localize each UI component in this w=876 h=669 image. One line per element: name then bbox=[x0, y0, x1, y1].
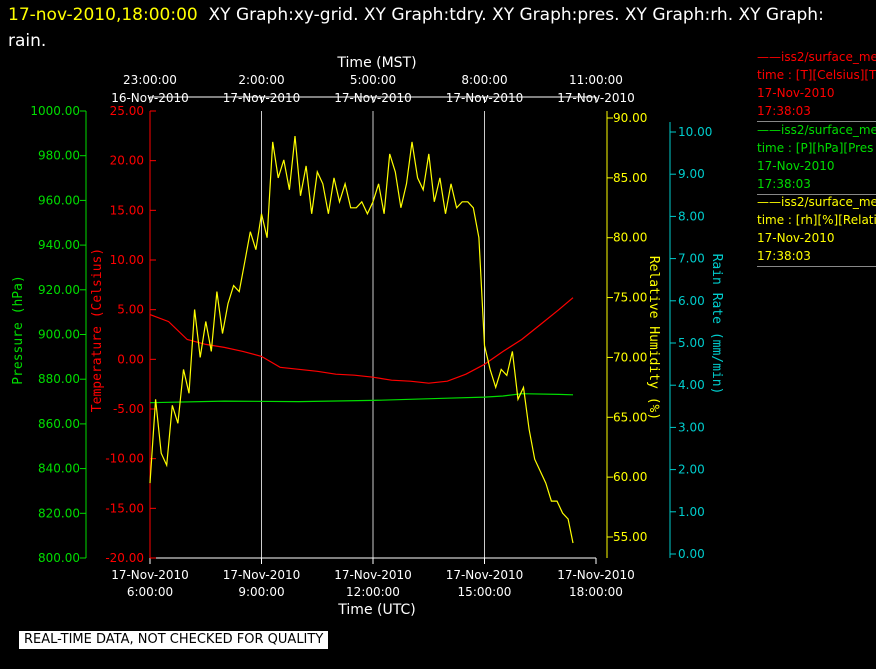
y-tick-label-rain: 4.00 bbox=[678, 378, 705, 392]
x-bottom-tick-time: 6:00:00 bbox=[127, 585, 173, 599]
x-top-tick-date: 17-Nov-2010 bbox=[334, 91, 412, 105]
y-tick-label-pressure: 840.00 bbox=[38, 462, 80, 476]
x-bottom-tick-time: 9:00:00 bbox=[238, 585, 284, 599]
x-bottom-tick-time: 18:00:00 bbox=[569, 585, 623, 599]
y-tick-label-humidity: 65.00 bbox=[613, 410, 647, 424]
x-bottom-tick-time: 15:00:00 bbox=[458, 585, 512, 599]
y-tick-label-rain: 10.00 bbox=[678, 125, 712, 139]
axes: 17-Nov-2010 6:00:00 17-Nov-2010 9:00:00 17-N… bbox=[30, 73, 712, 599]
x-bottom-tick-date: 17-Nov-2010 bbox=[223, 568, 301, 582]
y-tick-label-pressure: 1000.00 bbox=[30, 104, 80, 118]
x-top-label: Time (MST) bbox=[336, 55, 416, 71]
y-tick-label-pressure: 920.00 bbox=[38, 283, 80, 297]
legend-temperature: ——iss2/surface_me time : [T][Celsius][T … bbox=[757, 48, 876, 122]
y-tick-label-rain: 5.00 bbox=[678, 336, 705, 350]
legend-series-date: 17-Nov-2010 bbox=[757, 86, 835, 100]
y-tick-label-pressure: 960.00 bbox=[38, 193, 80, 207]
y-tick-label-pressure: 880.00 bbox=[38, 372, 80, 386]
y-tick-label-rain: 2.00 bbox=[678, 463, 705, 477]
y-tick-label-temperature: 0.00 bbox=[117, 352, 144, 366]
y-tick-label-humidity: 75.00 bbox=[613, 291, 647, 305]
x-bottom-tick-date: 17-Nov-2010 bbox=[557, 568, 635, 582]
x-top-tick-date: 17-Nov-2010 bbox=[446, 91, 524, 105]
y-label-humidity: Relative Humidity (%) bbox=[646, 256, 661, 420]
y-tick-label-rain: 3.00 bbox=[678, 420, 705, 434]
chart-title: 17-nov-2010,18:00:00 XY Graph:xy-grid. X… bbox=[8, 2, 858, 54]
x-top-tick-date: 17-Nov-2010 bbox=[557, 91, 635, 105]
x-top-tick-time: 23:00:00 bbox=[123, 73, 177, 87]
series-line-pressure bbox=[149, 393, 574, 404]
legend-series-time: 17:38:03 bbox=[757, 177, 811, 191]
x-top-tick-date: 16-Nov-2010 bbox=[111, 91, 189, 105]
y-tick-label-pressure: 900.00 bbox=[38, 328, 80, 342]
legend-pressure: ——iss2/surface_me time : [P][hPa][Pres 1… bbox=[757, 121, 876, 195]
legend-divider bbox=[757, 266, 876, 267]
legend-series-label: time : [P][hPa][Pres bbox=[757, 141, 874, 155]
y-tick-label-temperature: -10.00 bbox=[105, 452, 144, 466]
y-tick-label-temperature: 15.00 bbox=[110, 203, 144, 217]
series-line-humidity bbox=[149, 135, 574, 544]
y-label-pressure: Pressure (hPa) bbox=[11, 275, 26, 385]
y-tick-label-temperature: 5.00 bbox=[117, 303, 144, 317]
title-graph-list-line2: rain. bbox=[8, 31, 47, 51]
series-line-temperature bbox=[149, 297, 574, 384]
x-bottom-tick-time: 12:00:00 bbox=[346, 585, 400, 599]
x-top-tick-time: 2:00:00 bbox=[238, 73, 284, 87]
legend-humidity: ——iss2/surface_me time : [rh][%][Relati … bbox=[757, 193, 876, 267]
quality-disclaimer: REAL-TIME DATA, NOT CHECKED FOR QUALITY bbox=[19, 631, 329, 649]
y-tick-label-temperature: -5.00 bbox=[113, 402, 144, 416]
y-label-rain: Rain Rate (mm/min) bbox=[709, 254, 724, 395]
x-bottom-tick-date: 17-Nov-2010 bbox=[446, 568, 524, 582]
legend-series-label: time : [rh][%][Relati bbox=[757, 213, 876, 227]
y-tick-label-humidity: 80.00 bbox=[613, 231, 647, 245]
y-tick-label-rain: 8.00 bbox=[678, 209, 705, 223]
legend-series-name: ——iss2/surface_me bbox=[757, 195, 876, 209]
y-tick-label-humidity: 90.00 bbox=[613, 111, 647, 125]
legend-divider bbox=[757, 121, 876, 122]
y-tick-label-humidity: 70.00 bbox=[613, 350, 647, 364]
y-tick-label-pressure: 860.00 bbox=[38, 417, 80, 431]
x-top-tick-date: 17-Nov-2010 bbox=[223, 91, 301, 105]
legend-divider bbox=[757, 194, 876, 195]
y-tick-label-humidity: 55.00 bbox=[613, 530, 647, 544]
y-tick-label-rain: 6.00 bbox=[678, 294, 705, 308]
grid bbox=[261, 111, 485, 558]
y-tick-label-rain: 1.00 bbox=[678, 505, 705, 519]
y-tick-label-pressure: 980.00 bbox=[38, 149, 80, 163]
y-label-temperature: Temperature (Celsius) bbox=[90, 248, 105, 412]
y-tick-label-rain: 7.00 bbox=[678, 252, 705, 266]
legend-series-label: time : [T][Celsius][T bbox=[757, 68, 876, 82]
legend-series-date: 17-Nov-2010 bbox=[757, 231, 835, 245]
title-timestamp: 17-nov-2010,18:00:00 bbox=[8, 5, 198, 25]
legend-series-time: 17:38:03 bbox=[757, 104, 811, 118]
x-bottom-tick-date: 17-Nov-2010 bbox=[334, 568, 412, 582]
y-tick-label-humidity: 85.00 bbox=[613, 171, 647, 185]
x-top-tick-time: 8:00:00 bbox=[461, 73, 507, 87]
y-tick-label-temperature: 20.00 bbox=[110, 154, 144, 168]
x-bottom-label: Time (UTC) bbox=[337, 602, 415, 618]
legend-series-name: ——iss2/surface_me bbox=[757, 123, 876, 137]
y-tick-label-rain: 9.00 bbox=[678, 167, 705, 181]
y-tick-label-pressure: 940.00 bbox=[38, 238, 80, 252]
series-lines bbox=[149, 135, 574, 544]
x-bottom-tick-date: 17-Nov-2010 bbox=[111, 568, 189, 582]
y-tick-label-temperature: 25.00 bbox=[110, 104, 144, 118]
title-graph-list: XY Graph:xy-grid. XY Graph:tdry. XY Grap… bbox=[208, 5, 824, 25]
x-top-tick-time: 5:00:00 bbox=[350, 73, 396, 87]
x-top-tick-time: 11:00:00 bbox=[569, 73, 623, 87]
legend-series-time: 17:38:03 bbox=[757, 249, 811, 263]
legend-series-name: ——iss2/surface_me bbox=[757, 50, 876, 64]
y-tick-label-pressure: 800.00 bbox=[38, 551, 80, 565]
y-tick-label-pressure: 820.00 bbox=[38, 506, 80, 520]
y-tick-label-temperature: -15.00 bbox=[105, 501, 144, 515]
y-tick-label-rain: 0.00 bbox=[678, 547, 705, 561]
y-tick-label-humidity: 60.00 bbox=[613, 470, 647, 484]
y-tick-label-temperature: 10.00 bbox=[110, 253, 144, 267]
y-tick-label-temperature: -20.00 bbox=[105, 551, 144, 565]
legend-series-date: 17-Nov-2010 bbox=[757, 159, 835, 173]
